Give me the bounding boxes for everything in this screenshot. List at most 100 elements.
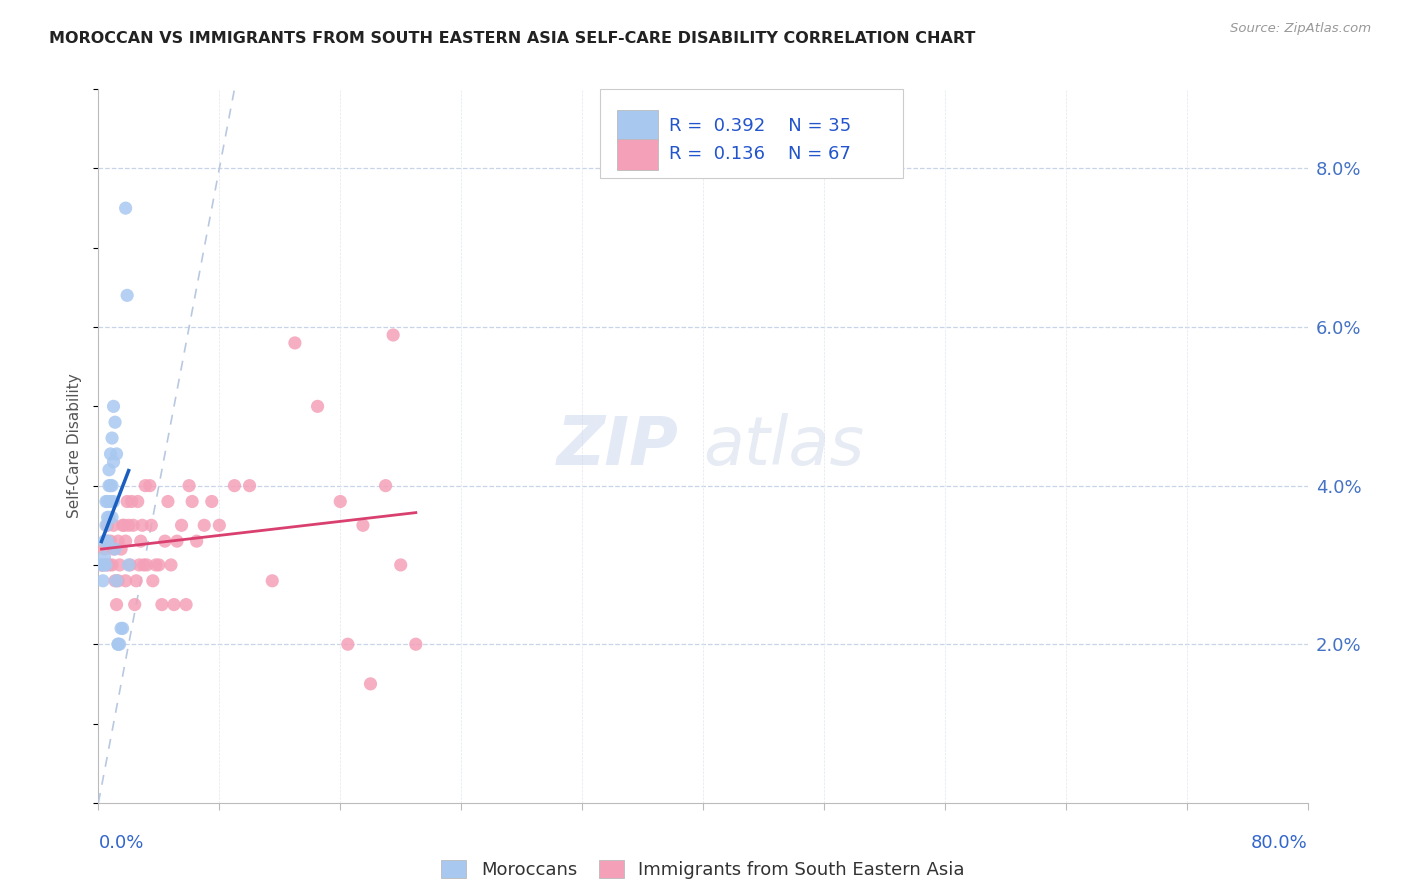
Point — [100, 447, 122, 461]
Point — [101, 478, 124, 492]
Point — [108, 637, 131, 651]
Point — [135, 558, 157, 572]
Point — [127, 494, 149, 508]
FancyBboxPatch shape — [617, 110, 658, 141]
Text: ZIP: ZIP — [557, 413, 679, 479]
Point — [201, 494, 224, 508]
Point — [103, 400, 125, 414]
Point — [128, 558, 150, 572]
Text: 0.0%: 0.0% — [98, 834, 143, 852]
Point — [103, 455, 125, 469]
Point — [160, 558, 183, 572]
Point — [284, 335, 307, 350]
FancyBboxPatch shape — [617, 138, 658, 170]
Point — [101, 558, 124, 572]
Point — [115, 494, 138, 508]
Point — [118, 558, 141, 572]
Point — [181, 494, 204, 508]
Point — [93, 549, 115, 564]
Point — [329, 494, 352, 508]
Text: Source: ZipAtlas.com: Source: ZipAtlas.com — [1230, 22, 1371, 36]
Point — [139, 478, 162, 492]
Point — [124, 598, 146, 612]
Point — [107, 534, 129, 549]
Point — [100, 478, 122, 492]
Point — [103, 542, 125, 557]
Point — [134, 478, 156, 492]
Point — [132, 558, 155, 572]
Point — [239, 478, 262, 492]
Text: R =  0.392    N = 35: R = 0.392 N = 35 — [669, 117, 852, 135]
Point — [307, 400, 329, 414]
Point — [360, 677, 382, 691]
Point — [104, 542, 127, 557]
Point — [90, 558, 112, 572]
Point — [107, 637, 129, 651]
Legend: Moroccans, Immigrants from South Eastern Asia: Moroccans, Immigrants from South Eastern… — [434, 853, 972, 887]
Point — [166, 534, 188, 549]
Point — [156, 494, 179, 508]
Point — [114, 574, 136, 588]
Point — [100, 494, 122, 508]
Point — [125, 574, 148, 588]
Point — [114, 201, 136, 215]
Point — [104, 415, 127, 429]
Point — [105, 447, 128, 461]
Point — [148, 558, 170, 572]
Point — [141, 518, 163, 533]
Point — [96, 534, 118, 549]
Point — [174, 598, 197, 612]
Point — [94, 558, 117, 572]
Point — [224, 478, 246, 492]
Point — [336, 637, 359, 651]
Text: 80.0%: 80.0% — [1251, 834, 1308, 852]
Point — [91, 574, 114, 588]
Point — [98, 558, 121, 572]
Text: MOROCCAN VS IMMIGRANTS FROM SOUTH EASTERN ASIA SELF-CARE DISABILITY CORRELATION : MOROCCAN VS IMMIGRANTS FROM SOUTH EASTER… — [49, 31, 976, 46]
Point — [389, 558, 412, 572]
Point — [98, 510, 121, 524]
Point — [374, 478, 396, 492]
Point — [103, 494, 125, 508]
Point — [105, 574, 128, 588]
Point — [131, 518, 153, 533]
Point — [145, 558, 167, 572]
Point — [352, 518, 374, 533]
Point — [110, 621, 132, 635]
Point — [111, 621, 134, 635]
Point — [111, 518, 134, 533]
Point — [96, 494, 118, 508]
Text: atlas: atlas — [703, 413, 865, 479]
Point — [262, 574, 284, 588]
Point — [96, 510, 118, 524]
Point — [118, 518, 141, 533]
FancyBboxPatch shape — [600, 89, 903, 178]
Point — [110, 542, 132, 557]
Point — [90, 558, 112, 572]
Point — [93, 534, 115, 549]
Point — [94, 518, 117, 533]
Point — [115, 288, 138, 302]
Point — [120, 558, 142, 572]
Point — [104, 574, 127, 588]
Point — [112, 518, 135, 533]
Point — [108, 558, 131, 572]
Point — [121, 494, 143, 508]
Text: R =  0.136    N = 67: R = 0.136 N = 67 — [669, 145, 851, 163]
Point — [107, 574, 129, 588]
Point — [193, 518, 215, 533]
Point — [105, 598, 128, 612]
Point — [100, 534, 122, 549]
Point — [93, 542, 115, 557]
Point — [163, 598, 186, 612]
Point — [91, 558, 114, 572]
Point — [142, 574, 165, 588]
Point — [103, 518, 125, 533]
Point — [153, 534, 176, 549]
Point — [94, 558, 117, 572]
Point — [208, 518, 231, 533]
Point — [150, 598, 173, 612]
Y-axis label: Self-Care Disability: Self-Care Disability — [67, 374, 83, 518]
Point — [96, 518, 118, 533]
Point — [382, 328, 405, 343]
